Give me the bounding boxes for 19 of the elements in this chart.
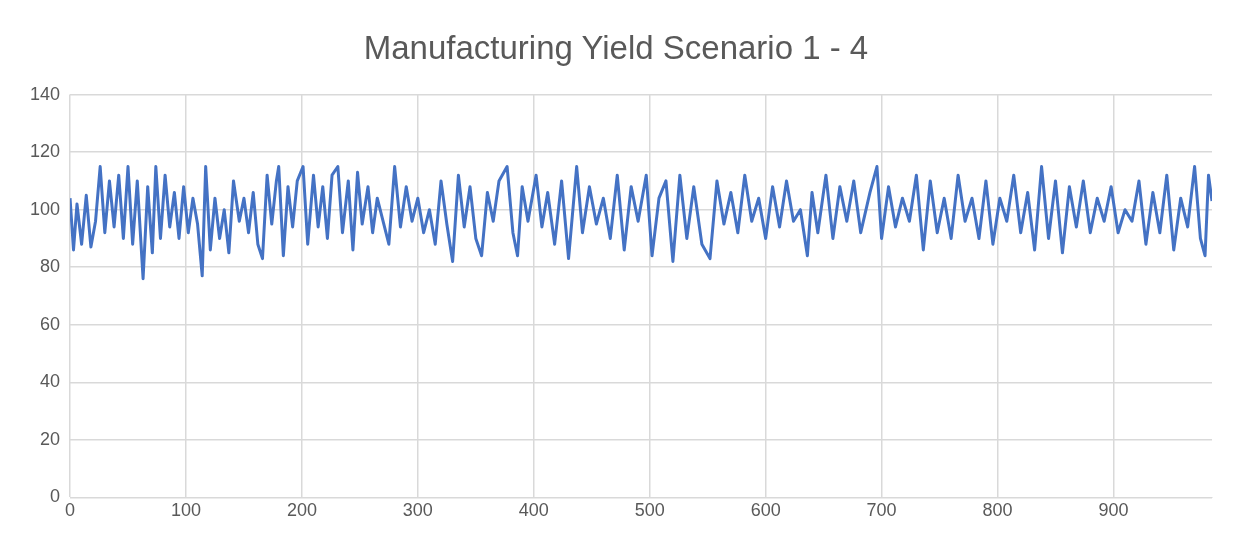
y-tick-label: 140 — [29, 83, 61, 104]
x-tick-label: 300 — [402, 500, 433, 521]
y-tick-label: 120 — [29, 141, 61, 162]
y-tick-label: 20 — [40, 428, 61, 449]
x-tick-label: 800 — [982, 500, 1013, 521]
y-tick-label: 80 — [40, 256, 61, 277]
x-tick-label: 200 — [286, 500, 317, 521]
x-tick-label: 900 — [1098, 500, 1129, 521]
y-tick-label: 60 — [40, 313, 61, 334]
y-tick-label: 100 — [29, 198, 61, 219]
x-tick-label: 0 — [65, 500, 76, 521]
y-tick-label: 0 — [50, 486, 61, 507]
x-tick-label: 600 — [750, 500, 781, 521]
x-tick-label: 500 — [634, 500, 665, 521]
chart-title: Manufacturing Yield Scenario 1 - 4 — [363, 28, 869, 66]
x-tick-label: 700 — [866, 500, 897, 521]
x-tick-label: 400 — [518, 500, 549, 521]
y-tick-label: 40 — [40, 371, 61, 392]
x-tick-label: 100 — [170, 500, 201, 521]
